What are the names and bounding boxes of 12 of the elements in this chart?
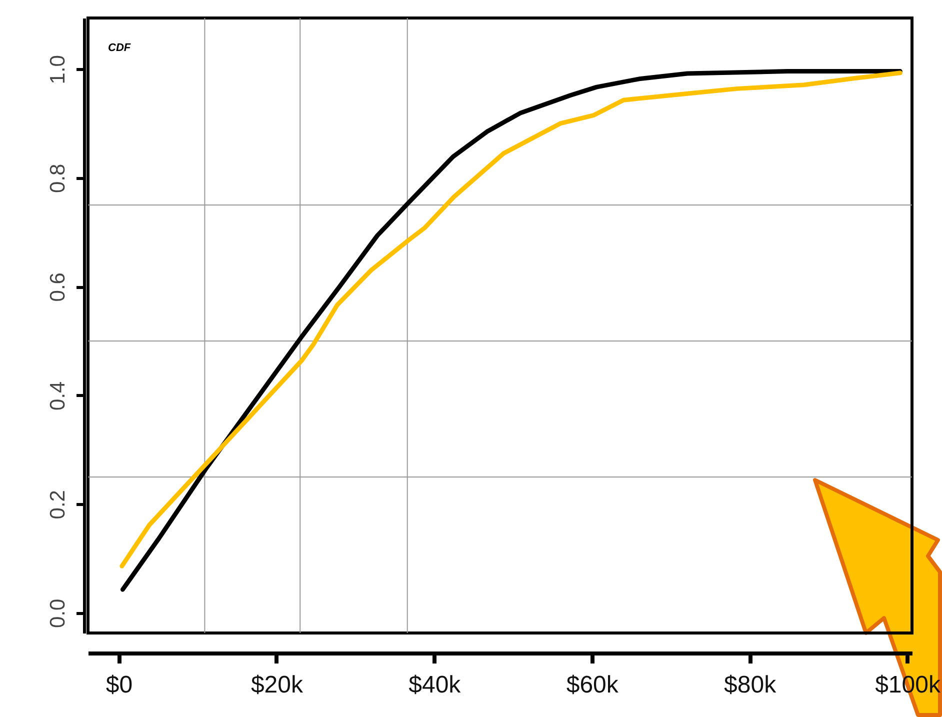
y-tick-label: 0.0 bbox=[46, 598, 70, 628]
annotation: CDF bbox=[108, 42, 131, 54]
y-tick-label: 0.8 bbox=[46, 164, 70, 193]
x-tick-label: $40k bbox=[408, 672, 462, 698]
y-tick-label: 0.2 bbox=[46, 490, 70, 520]
x-tick-label: $80k bbox=[724, 672, 778, 698]
y-tick-label: 0.4 bbox=[46, 380, 70, 410]
y-tick-label: 1.0 bbox=[46, 55, 70, 84]
x-tick-label: $20k bbox=[250, 672, 304, 698]
x-tick-label: $60k bbox=[566, 672, 620, 698]
y-tick-label: 0.6 bbox=[46, 272, 70, 302]
x-tick-label: $0 bbox=[106, 672, 133, 698]
